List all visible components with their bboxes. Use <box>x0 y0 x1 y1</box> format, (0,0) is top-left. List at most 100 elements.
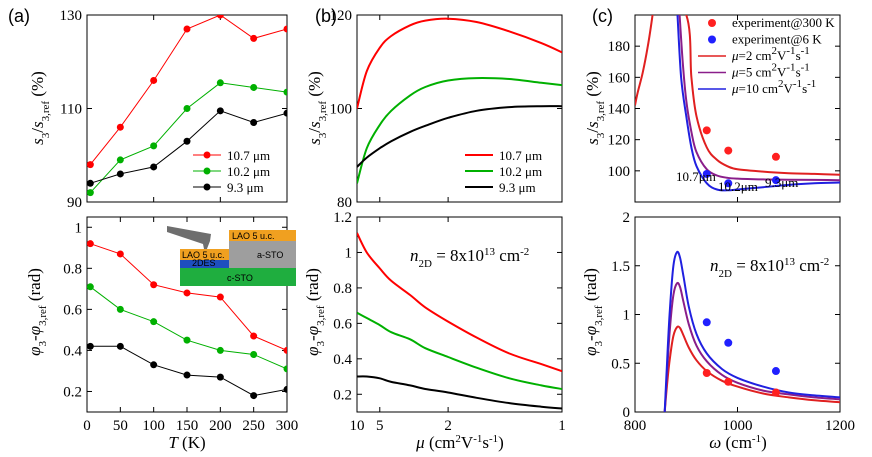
data-point <box>150 281 158 289</box>
data-point <box>702 369 711 377</box>
y-tick-label: 0.4 <box>63 343 82 359</box>
legend-label: 9.3 μm <box>499 180 536 195</box>
y-tick-label: 100 <box>330 102 353 118</box>
data-point <box>250 119 258 127</box>
data-point <box>116 123 124 131</box>
y-axis-label: φ3-φ3,ref (rad) <box>303 268 327 356</box>
y-tick-label: 0.5 <box>611 356 630 372</box>
series-line <box>357 311 562 390</box>
legend-label: μ=5 cm2V-1s-1 <box>731 62 810 80</box>
data-point <box>183 105 191 112</box>
x-tick-label: 1200 <box>825 418 855 434</box>
data-point <box>116 170 124 178</box>
plot-area <box>87 15 287 197</box>
y-tick-label: 110 <box>60 102 82 118</box>
legend-label: μ=10 cm2V-1s-1 <box>731 78 816 96</box>
data-point <box>771 176 780 185</box>
data-point <box>150 76 158 84</box>
series-line <box>90 345 287 397</box>
legend-marker <box>708 19 716 27</box>
chart-a_bottom: 0.2 0.4 0.6 0.8 1 0 50 100 150 200 250 300 <box>63 216 298 434</box>
series-line <box>357 375 562 410</box>
y-tick-label: 1.2 <box>333 210 352 226</box>
y-tick-label: 2 <box>623 210 631 226</box>
x-axis-label: ω (cm-1) <box>709 433 767 452</box>
x-tick-label: 0 <box>83 418 91 434</box>
y-axis-label: s3/s3,ref (%) <box>305 71 329 145</box>
data-point <box>183 371 191 379</box>
x-axis-label: T (K) <box>168 433 205 452</box>
y-tick-label: 0.6 <box>333 316 352 332</box>
y-tick-label: 1 <box>75 220 83 236</box>
x-tick-label: 800 <box>624 418 647 434</box>
point-label: 10.7μm <box>676 169 716 184</box>
data-point <box>724 179 733 188</box>
data-point <box>150 142 158 150</box>
series-line <box>357 105 562 168</box>
chart-c_top: 100 120 140 160 180 <box>608 14 841 203</box>
series-line <box>663 325 840 412</box>
inset-label: LAO 5 u.c. <box>182 250 225 260</box>
point-label: 10.2μm <box>718 179 758 194</box>
y-tick-label: 0 <box>623 405 631 421</box>
legend-marker <box>203 151 211 159</box>
data-point <box>116 156 124 164</box>
layer-lao-2 <box>229 230 296 241</box>
layer-lao <box>180 249 229 260</box>
y-tick-label: 100 <box>608 164 631 180</box>
x-tick-label: 1000 <box>723 418 753 434</box>
y-tick-label: 0.6 <box>63 302 82 318</box>
layer-2des <box>180 260 229 268</box>
y-tick-label: 180 <box>608 39 631 55</box>
x-tick-label: 5 <box>376 418 384 434</box>
series-line <box>635 15 840 176</box>
legend-label: μ=2 cm2V-1s-1 <box>731 45 810 63</box>
data-point <box>702 126 711 135</box>
data-point <box>250 332 258 340</box>
x-tick-label: 250 <box>242 418 265 434</box>
data-point <box>150 163 158 171</box>
data-point <box>283 385 287 393</box>
y-tick-label: 140 <box>608 102 631 118</box>
y-tick-label: 160 <box>608 70 631 86</box>
data-point <box>250 351 258 359</box>
legend-marker <box>203 167 211 175</box>
series-line <box>663 281 840 412</box>
inset-label: c-STO <box>227 273 253 283</box>
legend-label: 10.7 μm <box>227 148 270 163</box>
y-tick-label: 0.2 <box>333 387 352 403</box>
legend-label: 10.2 μm <box>499 164 542 179</box>
panel-label-c: (c) <box>592 6 613 26</box>
x-tick-label: 150 <box>176 418 199 434</box>
series-line <box>676 15 840 192</box>
point-label: 9.3μm <box>765 175 798 190</box>
data-point <box>283 109 287 117</box>
inset-label: 2DES <box>192 258 216 268</box>
plot-area <box>663 250 840 412</box>
inset-label: a-STO <box>257 250 283 260</box>
annotation: n2D = 8x1013 cm-2 <box>710 256 829 280</box>
y-tick-label: 130 <box>60 8 83 24</box>
y-tick-label: 120 <box>330 8 353 24</box>
y-tick-label: 90 <box>67 195 82 211</box>
data-point <box>116 342 124 350</box>
data-point <box>216 373 224 381</box>
y-tick-label: 1 <box>623 308 631 324</box>
y-axis-label: s3/s3,ref (%) <box>28 71 52 145</box>
data-point <box>216 346 224 354</box>
y-tick-label: 0.2 <box>63 384 82 400</box>
plot-area <box>635 15 840 192</box>
data-point <box>250 83 258 91</box>
series-line <box>357 77 562 184</box>
series-line <box>357 17 562 109</box>
data-point <box>87 161 94 169</box>
legend-label: experiment@300 K <box>732 15 835 30</box>
layer-a-sto <box>229 241 296 268</box>
data-point <box>87 283 94 291</box>
data-point <box>724 146 733 155</box>
data-point <box>87 179 94 187</box>
x-axis-label: μ (cm2V-1s-1) <box>415 433 504 452</box>
data-point <box>283 25 287 33</box>
data-point <box>216 107 224 115</box>
data-point <box>87 189 94 197</box>
